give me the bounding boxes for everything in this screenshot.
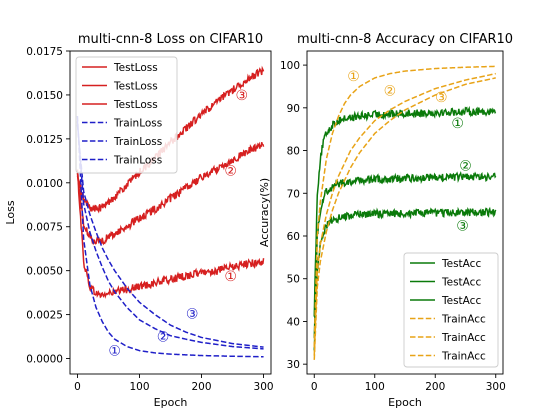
series-line-trainacc-5 bbox=[313, 72, 496, 356]
series-line-trainloss-4 bbox=[76, 115, 264, 358]
y-tick-label: 0.0075 bbox=[26, 222, 63, 234]
series-line-testacc-1 bbox=[313, 105, 497, 317]
chart-title: multi-cnn-8 Loss on CIFAR10 bbox=[78, 32, 263, 47]
legend-entry: TrainAcc bbox=[441, 332, 486, 344]
y-tick-label: 100 bbox=[280, 60, 300, 72]
x-tick-label: 300 bbox=[254, 381, 274, 393]
annotation-label: ② bbox=[459, 159, 472, 175]
series-line-trainacc-6 bbox=[313, 77, 496, 360]
legend-entry: TestLoss bbox=[113, 99, 158, 111]
legend-entry: TrainAcc bbox=[441, 314, 486, 326]
legend-entry: TestLoss bbox=[113, 62, 158, 74]
y-tick-label: 90 bbox=[287, 103, 300, 115]
annotation-label: ① bbox=[108, 344, 121, 360]
legend: TestLoss TestLoss TestLoss TrainLoss TrainLo… bbox=[75, 56, 178, 174]
annotation-label: ① bbox=[451, 116, 464, 132]
series-line-trainloss-5 bbox=[76, 121, 264, 350]
annotation-label: ① bbox=[224, 269, 237, 285]
chart-2: 0 100 200 300 30 40 50 60 70 80 90 100 multi-cnn-8 A… bbox=[258, 32, 513, 409]
plot-area bbox=[313, 65, 497, 360]
annotation-label: ② bbox=[224, 163, 237, 179]
series-line-testacc-3 bbox=[313, 206, 497, 351]
x-tick-label: 300 bbox=[486, 381, 506, 393]
x-tick-label: 0 bbox=[74, 381, 81, 393]
y-tick-label: 0.0175 bbox=[26, 46, 63, 58]
y-tick-label: 0.0025 bbox=[26, 310, 63, 322]
y-tick-label: 80 bbox=[287, 146, 300, 158]
y-tick-label: 0.0000 bbox=[26, 354, 63, 366]
legend-entry: TrainLoss bbox=[113, 136, 162, 148]
y-tick-label: 0.0150 bbox=[26, 90, 63, 102]
legend-entry: TestLoss bbox=[113, 81, 158, 93]
chart-1: 0 100 200 300 0.0000 0.0025 0.0050 0.0075 0.0100… bbox=[4, 32, 274, 409]
y-tick-label: 40 bbox=[287, 316, 300, 328]
series-line-testacc-2 bbox=[313, 170, 497, 338]
y-tick-label: 0.0100 bbox=[26, 178, 63, 190]
annotation-label: ③ bbox=[435, 90, 448, 106]
axes-frame bbox=[69, 50, 272, 375]
legend-entry: TestAcc bbox=[441, 258, 481, 270]
legend-entry: TestAcc bbox=[441, 295, 481, 307]
series-line-trainloss-6 bbox=[76, 124, 264, 348]
x-tick-label: 100 bbox=[129, 381, 149, 393]
chart-title: multi-cnn-8 Accuracy on CIFAR10 bbox=[297, 32, 513, 47]
annotation-label: ③ bbox=[236, 88, 249, 104]
annotation-label: ③ bbox=[186, 307, 199, 323]
series-line-trainacc-4 bbox=[313, 65, 496, 348]
legend-entry: TestAcc bbox=[441, 277, 481, 289]
series-line-testloss-2 bbox=[76, 141, 265, 246]
x-tick-label: 200 bbox=[425, 381, 445, 393]
x-tick-label: 100 bbox=[365, 381, 385, 393]
x-tick-label: 200 bbox=[191, 381, 211, 393]
y-tick-label: 0.0050 bbox=[26, 266, 63, 278]
annotation-label: ① bbox=[347, 69, 360, 85]
y-axis-label: Loss bbox=[4, 200, 17, 224]
y-axis-label: Accuracy(%) bbox=[258, 178, 271, 247]
annotation-label: ② bbox=[384, 84, 397, 100]
legend-entry: TrainLoss bbox=[113, 118, 162, 130]
y-tick-label: 60 bbox=[287, 231, 300, 243]
annotation-label: ③ bbox=[456, 218, 469, 234]
legend-entry: TrainAcc bbox=[441, 351, 486, 363]
axes-frame bbox=[306, 50, 504, 375]
x-axis-label: Epoch bbox=[388, 396, 422, 409]
y-tick-label: 30 bbox=[287, 359, 300, 371]
series-line-testloss-1 bbox=[76, 169, 265, 299]
y-tick-label: 50 bbox=[287, 274, 300, 286]
annotation-label: ② bbox=[157, 330, 170, 346]
y-tick-label: 0.0125 bbox=[26, 134, 63, 146]
x-axis-label: Epoch bbox=[154, 396, 188, 409]
legend: TestAcc TestAcc TestAcc TrainAcc TrainAcc Tra… bbox=[403, 252, 499, 368]
x-tick-label: 0 bbox=[311, 381, 318, 393]
legend-entry: TrainLoss bbox=[113, 155, 162, 167]
y-tick-label: 70 bbox=[287, 188, 300, 200]
